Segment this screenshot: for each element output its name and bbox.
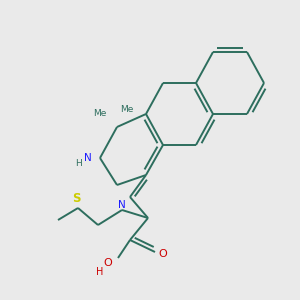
Text: S: S [72, 191, 80, 205]
Text: O: O [159, 249, 167, 259]
Text: H: H [96, 267, 104, 277]
Text: H: H [75, 158, 81, 167]
Text: Me: Me [93, 109, 107, 118]
Text: Me: Me [120, 106, 134, 115]
Text: N: N [84, 153, 92, 163]
Text: O: O [103, 258, 112, 268]
Text: N: N [118, 200, 126, 210]
